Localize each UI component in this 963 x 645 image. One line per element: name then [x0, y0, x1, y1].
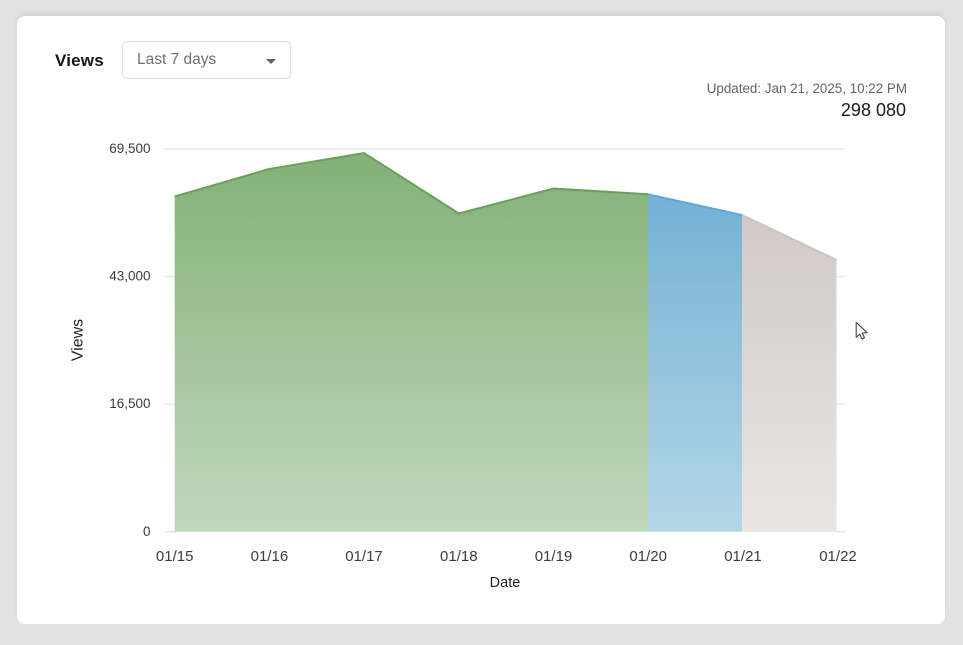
svg-text:01/17: 01/17: [345, 548, 383, 565]
svg-text:43,000: 43,000: [109, 269, 150, 284]
svg-text:Views: Views: [70, 319, 87, 361]
svg-text:01/16: 01/16: [251, 548, 289, 565]
svg-text:01/20: 01/20: [629, 548, 667, 565]
svg-text:01/19: 01/19: [535, 548, 573, 565]
svg-text:Date: Date: [490, 575, 521, 591]
svg-text:69,500: 69,500: [109, 141, 150, 156]
svg-text:01/18: 01/18: [440, 548, 478, 565]
svg-text:01/15: 01/15: [156, 548, 194, 565]
svg-text:01/22: 01/22: [819, 548, 857, 565]
svg-text:16,500: 16,500: [109, 396, 150, 411]
svg-text:0: 0: [143, 524, 151, 539]
svg-text:01/21: 01/21: [724, 548, 762, 565]
